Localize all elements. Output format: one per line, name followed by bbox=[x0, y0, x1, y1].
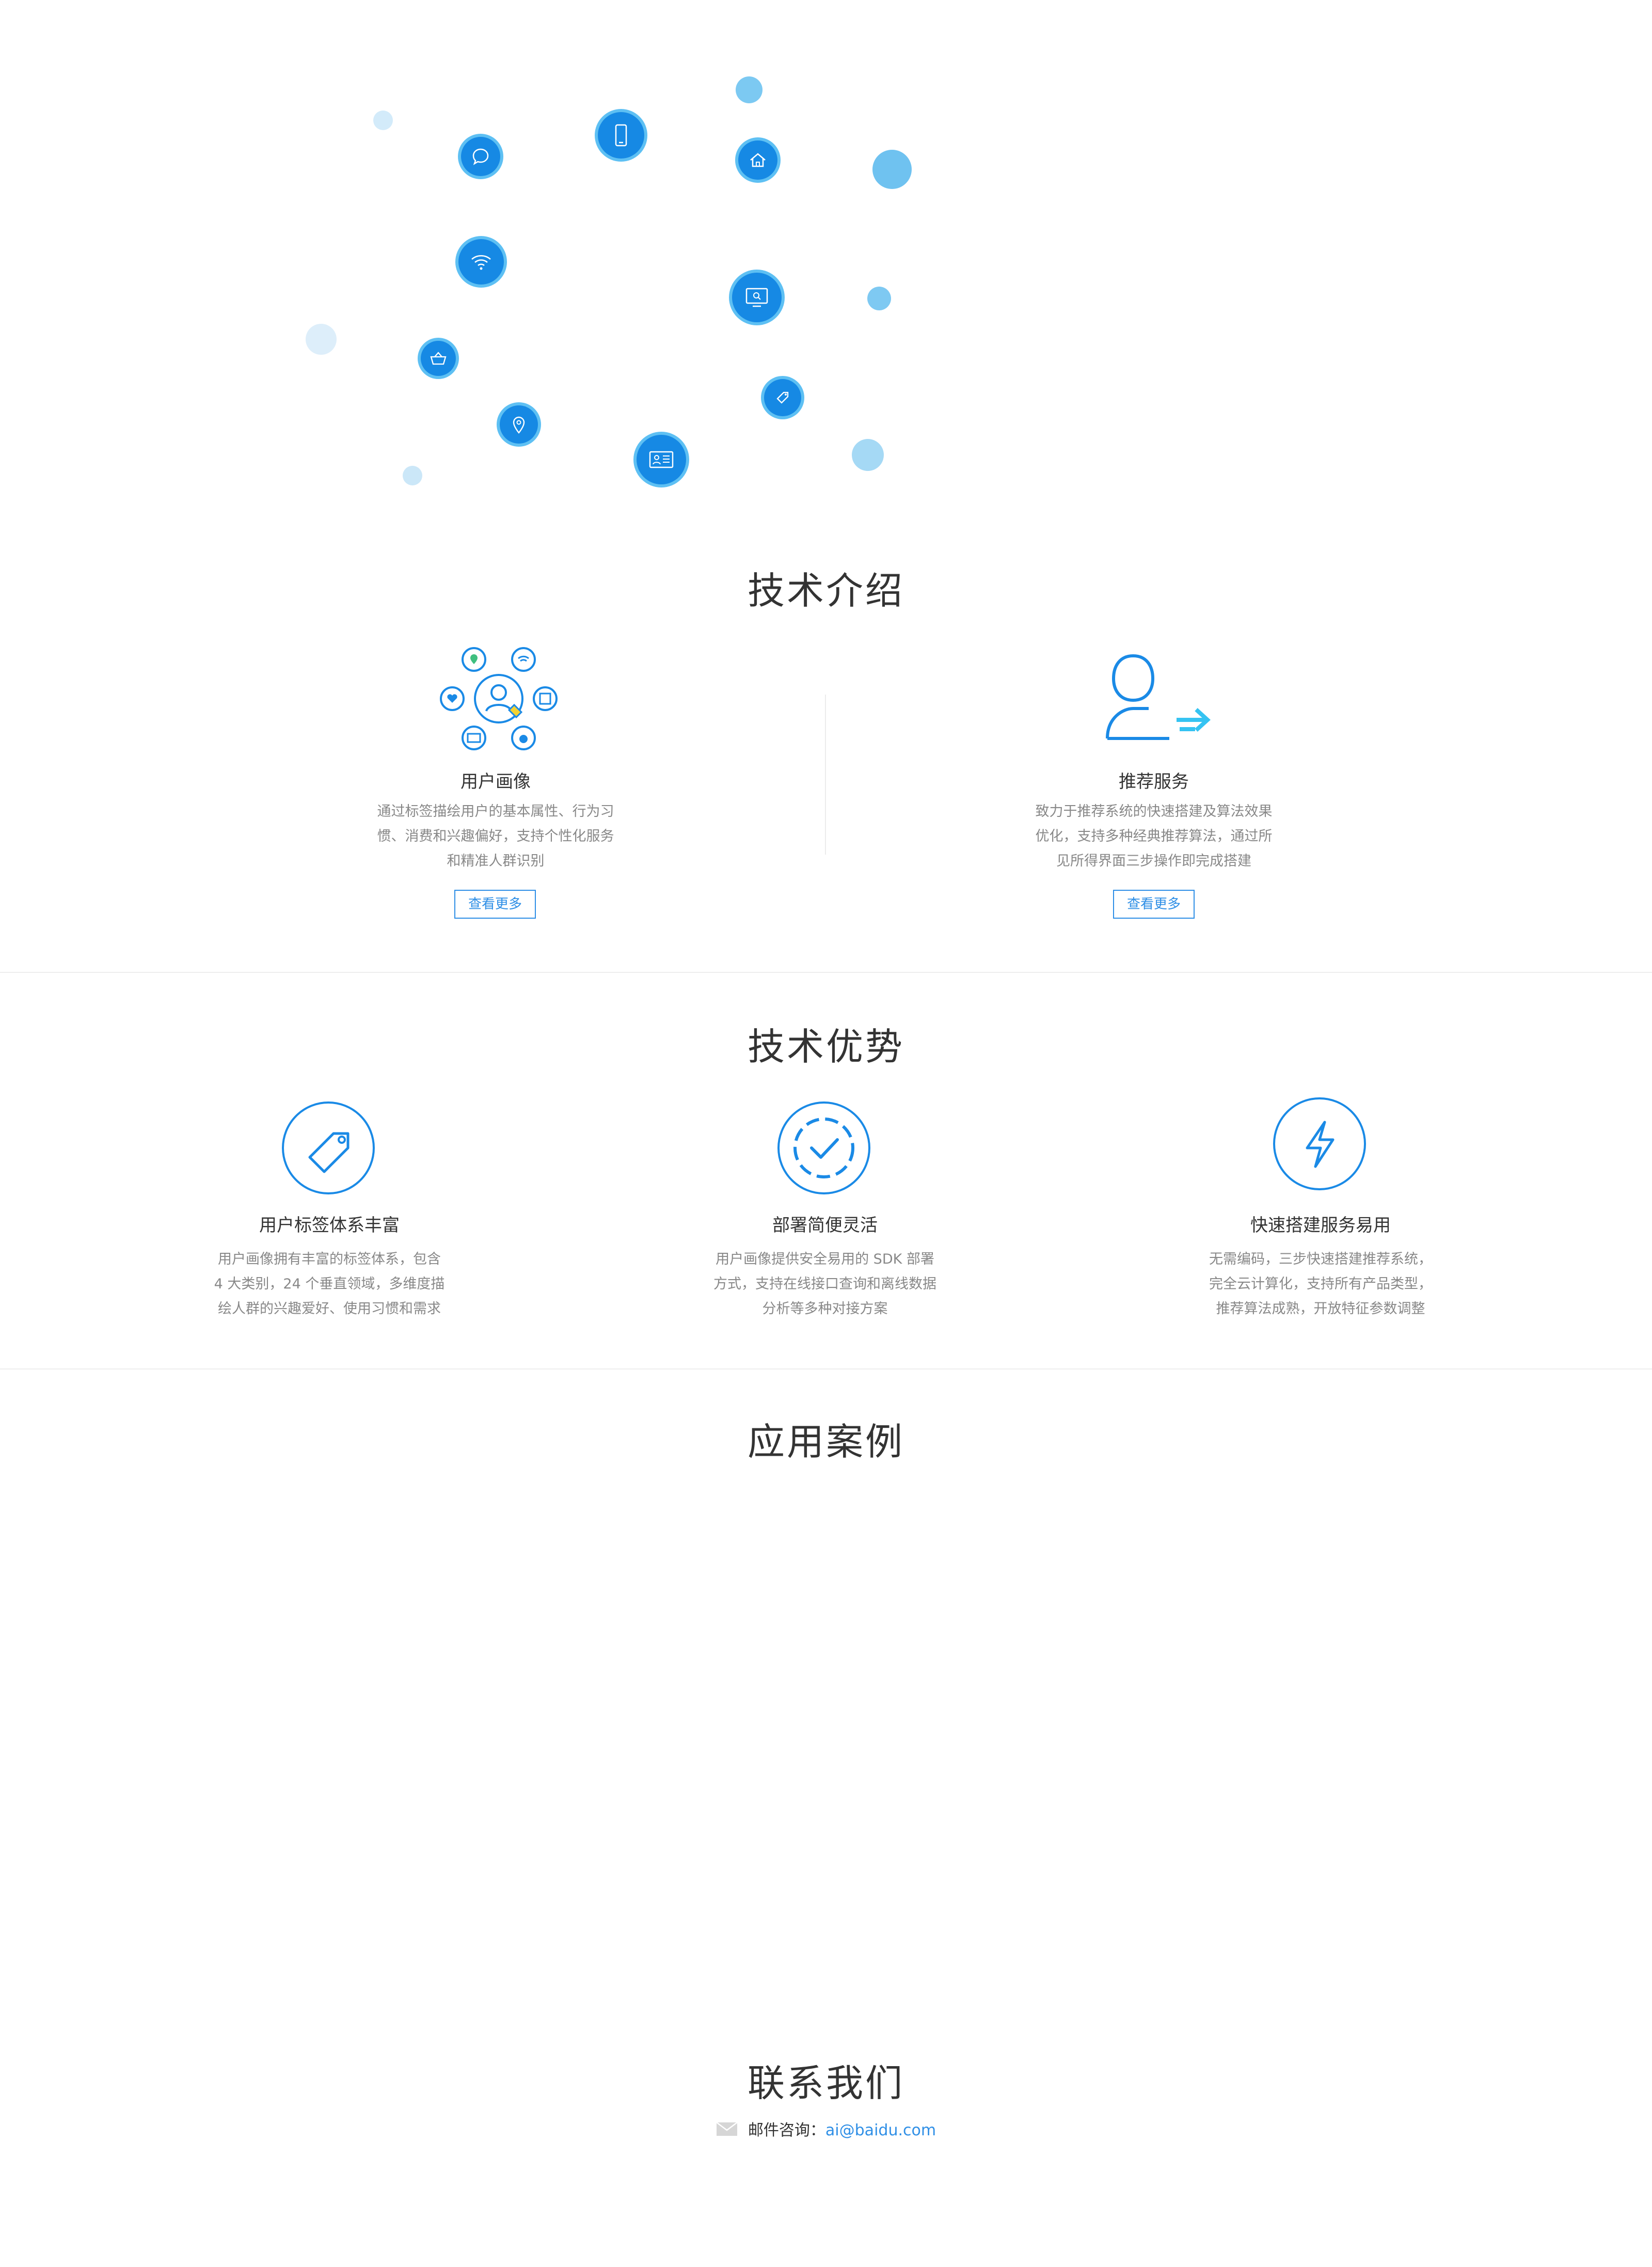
location-pin-icon bbox=[500, 405, 538, 444]
desc-line: 通过标签描绘用户的基本属性、行为习 bbox=[377, 804, 614, 820]
intro-card-title: 用户画像 bbox=[460, 772, 531, 792]
phone-icon bbox=[598, 112, 644, 159]
desc-line: 完全云计算化，支持所有产品类型， bbox=[1209, 1276, 1432, 1292]
desc-line: 方式，支持在线接口查询和离线数据 bbox=[713, 1276, 936, 1292]
section-divider bbox=[0, 1368, 1652, 1369]
decor-dot bbox=[852, 439, 884, 471]
desc-line: 绘人群的兴趣爱好、使用习惯和需求 bbox=[218, 1301, 441, 1317]
section-title-intro: 技术介绍 bbox=[747, 569, 904, 612]
intro-card-desc: 通过标签描绘用户的基本属性、行为习 惯、消费和兴趣偏好，支持个性化服务 和精准人… bbox=[341, 799, 650, 874]
user-portrait-icon bbox=[437, 643, 561, 757]
desc-line: 4 大类别，24 个垂直领域，多维度描 bbox=[214, 1276, 445, 1292]
desc-line: 用户画像拥有丰富的标签体系，包含 bbox=[218, 1251, 441, 1267]
advantage-desc: 用户画像提供安全易用的 SDK 部署 方式，支持在线接口查询和离线数据 分析等多… bbox=[670, 1247, 980, 1321]
desc-line: 用户画像提供安全易用的 SDK 部署 bbox=[716, 1251, 934, 1267]
advantage-desc: 无需编码，三步快速搭建推荐系统， 完全云计算化，支持所有产品类型， 推荐算法成熟… bbox=[1166, 1247, 1475, 1321]
card-divider bbox=[825, 695, 826, 855]
section-title-advantage: 技术优势 bbox=[747, 1025, 904, 1068]
home-icon bbox=[738, 140, 777, 180]
decor-dot bbox=[867, 287, 891, 310]
tag-small-icon bbox=[764, 379, 801, 416]
decor-dot bbox=[403, 466, 422, 485]
check-circle-icon bbox=[777, 1101, 870, 1194]
desc-line: 惯、消费和兴趣偏好，支持个性化服务 bbox=[377, 828, 614, 844]
advantage-title: 快速搭建服务易用 bbox=[1250, 1215, 1391, 1236]
id-card-icon bbox=[637, 435, 686, 484]
tag-icon bbox=[282, 1101, 375, 1194]
advantage-title: 用户标签体系丰富 bbox=[259, 1215, 400, 1236]
chat-bubble-icon bbox=[461, 137, 500, 176]
desc-line: 见所得界面三步操作即完成搭建 bbox=[1056, 853, 1251, 869]
section-divider bbox=[0, 972, 1652, 973]
view-more-button[interactable]: 查看更多 bbox=[454, 890, 536, 919]
section-title-cases: 应用案例 bbox=[747, 1420, 904, 1463]
section-title-contact: 联系我们 bbox=[747, 2061, 904, 2105]
desc-line: 和精准人群识别 bbox=[447, 853, 545, 869]
lightning-icon bbox=[1273, 1097, 1366, 1190]
desc-line: 推荐算法成熟，开放特征参数调整 bbox=[1216, 1301, 1425, 1317]
wifi-icon bbox=[458, 239, 504, 285]
decor-dot bbox=[872, 150, 912, 189]
desc-line: 无需编码，三步快速搭建推荐系统， bbox=[1209, 1251, 1432, 1267]
advantage-title: 部署简便灵活 bbox=[772, 1215, 878, 1236]
intro-card-desc: 致力于推荐系统的快速搭建及算法效果 优化，支持多种经典推荐算法，通过所 见所得界… bbox=[999, 799, 1309, 874]
desc-line: 优化，支持多种经典推荐算法，通过所 bbox=[1035, 828, 1273, 844]
user-arrow-icon bbox=[1102, 650, 1216, 743]
contact-email-link[interactable]: ai@baidu.com bbox=[825, 2121, 936, 2139]
contact-label: 邮件咨询： bbox=[748, 2121, 825, 2139]
desc-line: 致力于推荐系统的快速搭建及算法效果 bbox=[1035, 804, 1273, 820]
monitor-icon bbox=[732, 273, 782, 322]
contact-line: 邮件咨询：ai@baidu.com bbox=[0, 2117, 1652, 2140]
mail-icon bbox=[716, 2121, 738, 2140]
decor-dot bbox=[306, 324, 337, 355]
basket-icon bbox=[421, 341, 456, 376]
intro-card-title: 推荐服务 bbox=[1119, 772, 1189, 792]
desc-line: 分析等多种对接方案 bbox=[762, 1301, 888, 1317]
decor-dot bbox=[373, 111, 393, 130]
view-more-button[interactable]: 查看更多 bbox=[1113, 890, 1195, 919]
decor-dot bbox=[736, 76, 763, 103]
advantage-desc: 用户画像拥有丰富的标签体系，包含 4 大类别，24 个垂直领域，多维度描 绘人群… bbox=[174, 1247, 484, 1321]
hero-illustration bbox=[0, 0, 1652, 527]
